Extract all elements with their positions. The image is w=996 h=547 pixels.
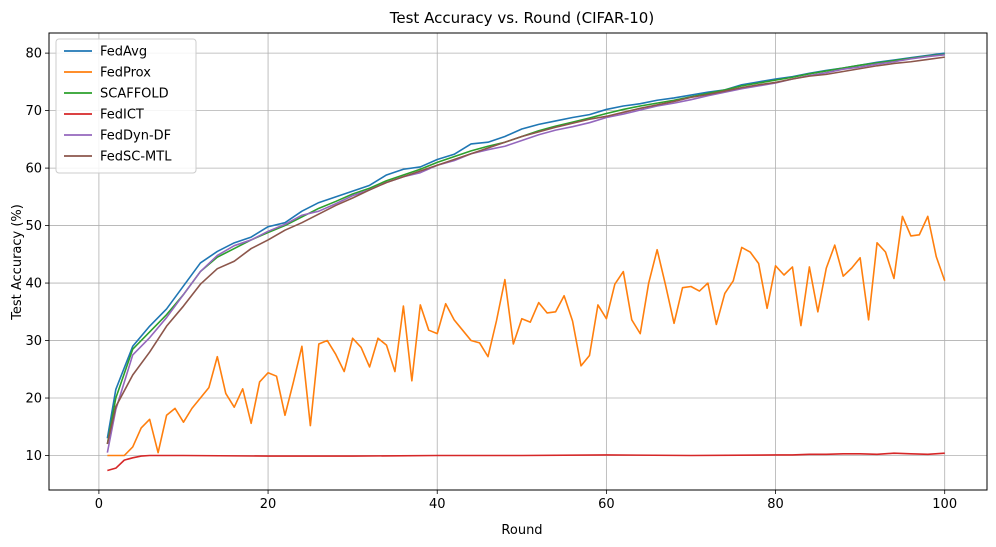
series-line-feddyn-df xyxy=(106,54,945,453)
series-lines xyxy=(106,52,946,472)
legend-label-fedprox: FedProx xyxy=(100,66,151,81)
x-tick-label: 20 xyxy=(260,497,277,512)
grid-lines xyxy=(49,33,987,490)
series-line-fedict xyxy=(107,452,945,472)
series-line-fedprox xyxy=(107,215,946,457)
y-tick-label: 50 xyxy=(25,219,42,234)
x-tick-label: 40 xyxy=(429,497,446,512)
x-tick-label: 80 xyxy=(767,497,784,512)
legend-label-scaffold: SCAFFOLD xyxy=(100,87,169,102)
legend-label-fedavg: FedAvg xyxy=(100,45,147,60)
y-tick-label: 60 xyxy=(25,162,42,177)
axis-ticks: 0 20 40 60 80 100 10 20 30 40 50 60 70 80 xyxy=(25,47,957,512)
plot-frame xyxy=(48,32,988,491)
series-line-fedsc-mtl xyxy=(106,56,945,445)
legend-label-feddyn-df: FedDyn-DF xyxy=(100,129,171,144)
x-tick-label: 0 xyxy=(95,497,103,512)
legend-label-fedsc-mtl: FedSC-MTL xyxy=(100,150,172,165)
y-axis-label: Test Accuracy (%) xyxy=(10,204,25,321)
x-tick-label: 60 xyxy=(598,497,615,512)
x-axis-label: Round xyxy=(501,523,542,538)
chart-title: Test Accuracy vs. Round (CIFAR-10) xyxy=(389,9,654,27)
y-tick-label: 20 xyxy=(25,392,42,407)
y-tick-label: 70 xyxy=(25,104,42,119)
y-tick-label: 30 xyxy=(25,334,42,349)
y-tick-label: 80 xyxy=(25,47,42,62)
legend: FedAvg FedProx SCAFFOLD FedICT FedDyn-DF FedS… xyxy=(55,38,197,174)
legend-label-fedict: FedICT xyxy=(100,108,144,123)
y-tick-label: 40 xyxy=(25,277,42,292)
x-tick-label: 100 xyxy=(932,497,957,512)
series-line-scaffold xyxy=(106,53,945,445)
y-tick-label: 10 xyxy=(25,449,42,464)
